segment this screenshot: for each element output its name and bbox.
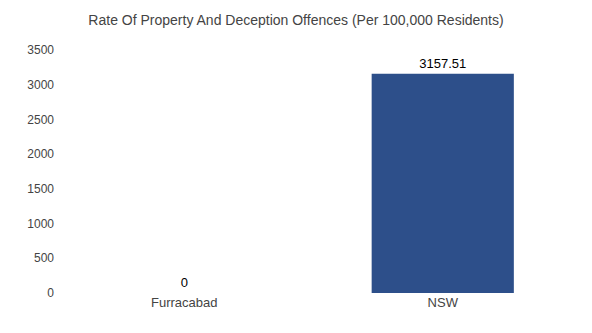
svg-text:2000: 2000 [27,147,54,161]
svg-text:3157.51: 3157.51 [419,56,466,71]
svg-text:3500: 3500 [27,43,54,57]
svg-text:3000: 3000 [27,78,54,92]
svg-text:0: 0 [47,286,54,300]
svg-text:NSW: NSW [428,295,459,310]
svg-text:1500: 1500 [27,182,54,196]
svg-text:2500: 2500 [27,113,54,127]
svg-text:Furracabad: Furracabad [151,295,217,310]
svg-text:500: 500 [34,251,54,265]
svg-text:Rate Of Property And Deception: Rate Of Property And Deception Offences … [88,12,503,28]
svg-text:0: 0 [181,275,188,290]
svg-text:1000: 1000 [27,217,54,231]
